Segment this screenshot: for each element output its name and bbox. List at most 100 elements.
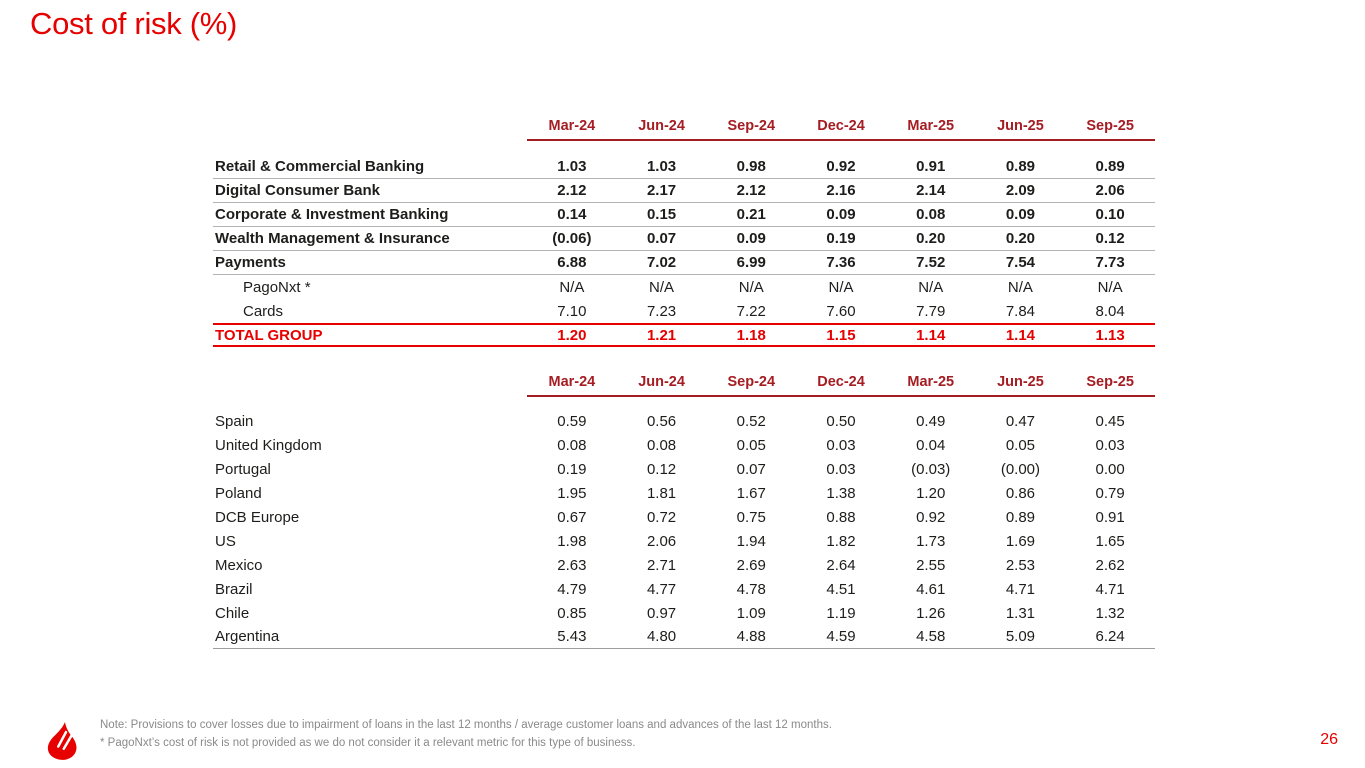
value-cell: 4.88	[736, 628, 766, 645]
value-cell: 0.52	[736, 412, 766, 430]
value-cell: 0.79	[1095, 484, 1125, 502]
value-cell: 8.04	[1095, 302, 1125, 320]
value-cell: N/A	[918, 278, 944, 296]
value-cell: 1.03	[646, 158, 677, 175]
geographies-table: Mar-24 Jun-24 Sep-24 Dec-24 Mar-25 Jun-25 Sep-…	[213, 368, 1155, 649]
value-cell: 1.13	[1095, 326, 1125, 344]
value-cell: 2.06	[1095, 182, 1125, 199]
value-cell: 7.54	[1005, 254, 1036, 271]
value-cell: 1.65	[1095, 532, 1125, 550]
value-cell: 1.26	[916, 604, 946, 622]
value-cell: 1.38	[826, 484, 856, 502]
value-cell: 7.73	[1095, 254, 1125, 271]
value-cell: 0.10	[1095, 206, 1125, 223]
value-cell: 2.55	[916, 556, 946, 574]
row-label: Retail & Commercial Banking	[215, 158, 425, 175]
value-cell: 7.36	[826, 254, 856, 271]
column-header: Mar-25	[907, 373, 955, 390]
column-header: Dec-24	[817, 373, 865, 390]
value-cell: 0.97	[646, 604, 677, 622]
value-cell: 0.92	[916, 508, 946, 526]
value-cell: 1.32	[1095, 604, 1125, 622]
value-cell: 1.03	[557, 158, 587, 175]
value-cell: 0.91	[1095, 508, 1125, 526]
value-cell: 6.88	[557, 254, 587, 271]
value-cell: 0.85	[557, 604, 587, 622]
value-cell: N/A	[1007, 278, 1033, 296]
value-cell: 0.56	[646, 412, 677, 430]
value-cell: 1.14	[916, 326, 946, 344]
value-cell: 0.09	[1005, 206, 1036, 223]
value-cell: (0.06)	[552, 230, 592, 247]
value-cell: 0.86	[1005, 484, 1036, 502]
value-cell: 0.98	[736, 158, 766, 175]
row-label: US	[215, 532, 236, 550]
value-cell: 2.16	[826, 182, 856, 199]
value-cell: 4.71	[1005, 580, 1036, 598]
row-label: DCB Europe	[215, 508, 300, 526]
value-cell: 7.79	[916, 302, 946, 320]
table-row: Corporate & Investment Banking 0.14 0.15 0.…	[213, 203, 1155, 227]
row-label: Chile	[215, 604, 250, 622]
table-row: DCB Europe 0.67 0.72 0.75 0.88 0.92 0.89 0.91	[213, 505, 1155, 529]
value-cell: 2.12	[736, 182, 766, 199]
value-cell: 1.95	[557, 484, 587, 502]
value-cell: 7.10	[557, 302, 587, 320]
value-cell: 1.82	[826, 532, 856, 550]
value-cell: N/A	[1097, 278, 1123, 296]
value-cell: 1.20	[916, 484, 946, 502]
value-cell: 1.73	[916, 532, 946, 550]
value-cell: 7.22	[736, 302, 766, 320]
value-cell: 1.67	[736, 484, 766, 502]
row-label: Argentina	[215, 628, 280, 645]
santander-flame-logo-icon	[43, 721, 79, 761]
table-row: Digital Consumer Bank 2.12 2.17 2.12 2.16 2.1…	[213, 179, 1155, 203]
table-row: Wealth Management & Insurance (0.06) 0.07 0…	[213, 227, 1155, 251]
value-cell: 1.18	[736, 326, 766, 344]
column-header: Mar-24	[548, 117, 596, 134]
header-label-spacer	[213, 112, 527, 141]
value-cell: 4.51	[826, 580, 856, 598]
row-label: PagoNxt *	[243, 278, 311, 296]
value-cell: 0.00	[1095, 460, 1125, 478]
table-row: United Kingdom 0.08 0.08 0.05 0.03 0.04 0.05 0.…	[213, 433, 1155, 457]
row-label: Portugal	[215, 460, 271, 478]
column-header: Jun-24	[638, 117, 685, 134]
table-row: US 1.98 2.06 1.94 1.82 1.73 1.69 1.65	[213, 529, 1155, 553]
column-header: Sep-24	[727, 373, 776, 390]
value-cell: 2.71	[646, 556, 677, 574]
value-cell: 0.07	[646, 230, 677, 247]
value-cell: 1.81	[646, 484, 677, 502]
row-label: Mexico	[215, 556, 263, 574]
value-cell: 0.45	[1095, 412, 1125, 430]
value-cell: N/A	[649, 278, 675, 296]
value-cell: 0.67	[557, 508, 587, 526]
value-cell: 1.98	[557, 532, 587, 550]
column-header-row: Mar-24 Jun-24 Sep-24 Dec-24 Mar-25 Jun-25 Sep-…	[213, 112, 1155, 141]
value-cell: 0.12	[1095, 230, 1125, 247]
row-label: Cards	[243, 302, 284, 320]
row-label: Digital Consumer Bank	[215, 182, 381, 199]
value-cell: 2.14	[916, 182, 946, 199]
row-label: United Kingdom	[215, 436, 322, 454]
value-cell: 2.69	[736, 556, 766, 574]
value-cell: 0.20	[916, 230, 946, 247]
table-row: Cards 7.10 7.23 7.22 7.60 7.79 7.84 8.04	[213, 299, 1155, 323]
value-cell: 0.20	[1005, 230, 1036, 247]
table-row: PagoNxt * N/A N/A N/A N/A N/A N/A N/A	[213, 275, 1155, 299]
table-row: Retail & Commercial Banking 1.03 1.03 0.98 0…	[213, 155, 1155, 179]
table-row: Payments 6.88 7.02 6.99 7.36 7.52 7.54 7.73	[213, 251, 1155, 275]
column-header: Sep-25	[1086, 117, 1134, 134]
value-cell: 0.92	[826, 158, 856, 175]
value-cell: 0.19	[826, 230, 856, 247]
column-header: Jun-24	[638, 373, 685, 390]
table-row: Chile 0.85 0.97 1.09 1.19 1.26 1.31 1.32	[213, 601, 1155, 625]
value-cell: 7.84	[1005, 302, 1036, 320]
table-row: Poland 1.95 1.81 1.67 1.38 1.20 0.86 0.79	[213, 481, 1155, 505]
value-cell: 6.24	[1095, 628, 1125, 645]
segments-table: Mar-24 Jun-24 Sep-24 Dec-24 Mar-25 Jun-25 Sep-…	[213, 112, 1155, 347]
value-cell: 2.63	[557, 556, 587, 574]
row-label: Poland	[215, 484, 262, 502]
column-header: Dec-24	[817, 117, 865, 134]
